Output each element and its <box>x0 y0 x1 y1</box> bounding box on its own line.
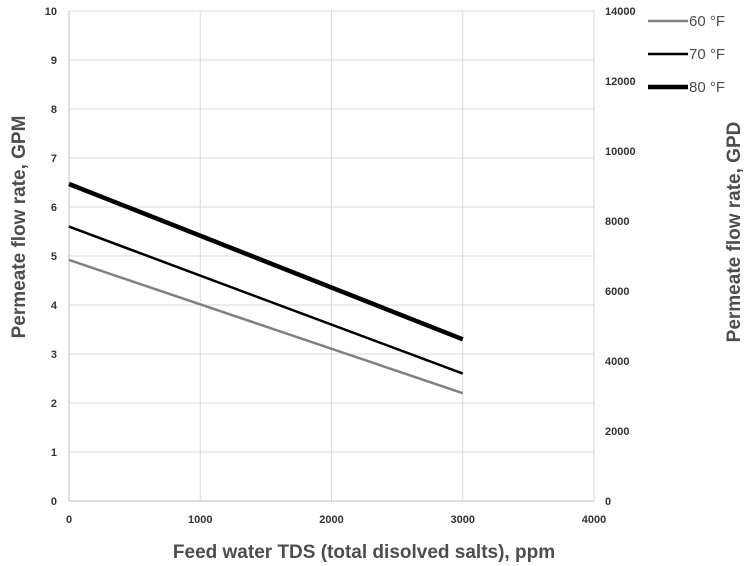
ticks: 0 1 2 3 4 5 6 7 8 9 10 0 1000 2000 3000 4000 0 2000 4000 60… <box>45 6 636 526</box>
y-tick-label: 8 <box>51 104 57 116</box>
series-line <box>68 181 464 342</box>
y-tick-label: 4 <box>51 300 58 312</box>
y2-tick-label: 10000 <box>605 146 636 158</box>
y-tick-label: 0 <box>51 496 57 508</box>
legend: 60 °F 70 °F 80 °F <box>648 13 725 96</box>
y-tick-label: 10 <box>45 6 57 18</box>
x-tick-label: 1000 <box>188 514 212 526</box>
y-tick-label: 5 <box>51 251 57 263</box>
x-tick-label: 3000 <box>451 514 475 526</box>
y2-tick-label: 4000 <box>605 356 629 368</box>
y2-tick-label: 6000 <box>605 286 629 298</box>
y2-axis-title: Permeate flow rate, GPD <box>724 122 745 343</box>
y-tick-label: 3 <box>51 349 57 361</box>
series-line <box>68 225 464 375</box>
y-tick-label: 1 <box>51 447 57 459</box>
y-tick-label: 6 <box>51 202 57 214</box>
y-tick-label: 7 <box>51 153 57 165</box>
y2-tick-label: 2000 <box>605 426 629 438</box>
x-axis-title: Feed water TDS (total disolved salts), p… <box>173 542 555 563</box>
legend-label: 80 °F <box>689 79 725 96</box>
y-tick-label: 2 <box>51 398 57 410</box>
y2-tick-label: 8000 <box>605 216 629 228</box>
x-tick-label: 2000 <box>319 514 343 526</box>
grid <box>68 10 595 502</box>
y-axis-title: Permeate flow rate, GPM <box>9 116 30 339</box>
series-layer <box>68 181 464 395</box>
y2-tick-label: 12000 <box>605 76 636 88</box>
legend-label: 60 °F <box>689 13 725 30</box>
y2-tick-label: 14000 <box>605 6 636 18</box>
series-line <box>68 258 464 395</box>
y-tick-label: 9 <box>51 55 57 67</box>
x-tick-label: 0 <box>66 514 72 526</box>
x-tick-label: 4000 <box>582 514 606 526</box>
y2-tick-label: 0 <box>605 496 611 508</box>
legend-label: 70 °F <box>689 46 725 63</box>
